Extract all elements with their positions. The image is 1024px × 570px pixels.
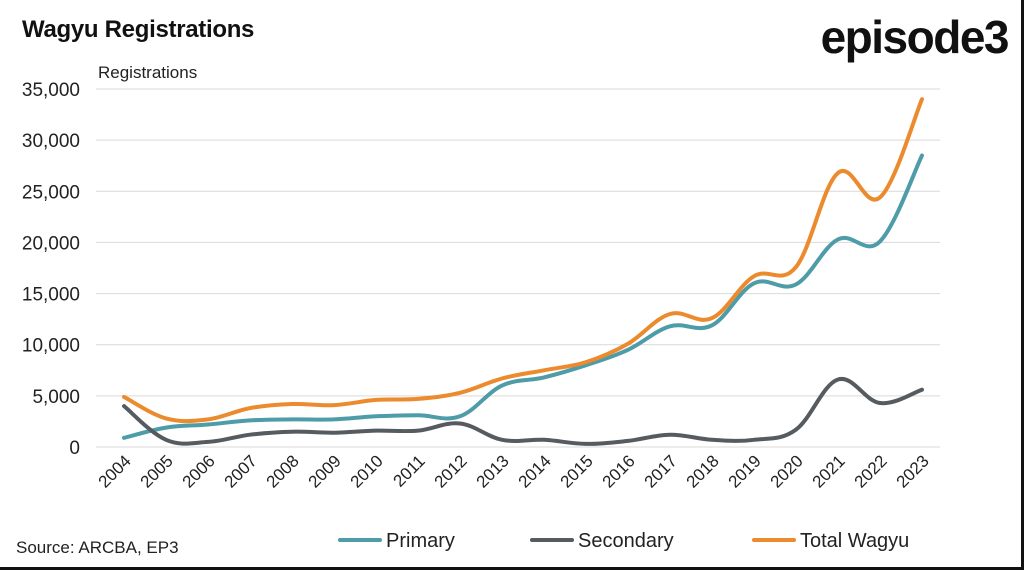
y-tick-label: 5,000 xyxy=(32,387,80,408)
series-line-secondary xyxy=(122,377,924,446)
x-tick-labels: 2004 2005 2006 2007 2008 2009 2010 2011 2012 2013… xyxy=(95,451,933,491)
y-tick-label: 20,000 xyxy=(22,233,80,254)
brand-logo: episode3 xyxy=(820,11,1010,63)
x-tick-label: 2006 xyxy=(179,451,219,491)
x-tick-label: 2011 xyxy=(390,451,429,490)
legend-label-primary: Primary xyxy=(386,530,455,552)
x-tick-label: 2014 xyxy=(515,451,555,491)
x-tick-label: 2016 xyxy=(599,451,639,491)
x-tick-label: 2012 xyxy=(431,451,471,491)
x-tick-label: 2017 xyxy=(641,451,681,491)
x-tick-label: 2005 xyxy=(137,451,177,491)
x-tick-label: 2019 xyxy=(725,451,765,491)
x-tick-label: 2004 xyxy=(95,451,135,491)
x-tick-label: 2020 xyxy=(767,451,807,491)
source-note: Source: ARCBA, EP3 xyxy=(16,538,179,557)
x-tick-label: 2009 xyxy=(305,451,345,491)
x-tick-label: 2008 xyxy=(263,451,303,491)
legend: Primary Secondary Total Wagyu xyxy=(338,530,909,552)
x-tick-label: 2015 xyxy=(557,451,597,491)
x-tick-label: 2022 xyxy=(851,451,891,491)
x-tick-label: 2021 xyxy=(809,451,849,491)
series-line-total-wagyu xyxy=(122,97,924,424)
y-tick-labels: 0 5,000 10,000 15,000 20,000 25,000 30,000 35,0… xyxy=(22,80,80,459)
legend-label-total-wagyu: Total Wagyu xyxy=(800,530,909,552)
y-tick-label: 35,000 xyxy=(22,80,80,101)
y-tick-label: 0 xyxy=(69,438,80,459)
x-tick-label: 2018 xyxy=(683,451,723,491)
x-tick-label: 2007 xyxy=(221,451,261,491)
x-tick-label: 2010 xyxy=(347,451,387,491)
y-axis-label: Registrations xyxy=(98,63,197,82)
legend-label-secondary: Secondary xyxy=(578,530,674,552)
x-tick-label: 2023 xyxy=(893,451,933,491)
y-tick-label: 10,000 xyxy=(22,336,80,357)
series-lines xyxy=(122,97,924,446)
x-tick-label: 2013 xyxy=(473,451,513,491)
chart-title: Wagyu Registrations xyxy=(22,16,255,43)
y-tick-label: 30,000 xyxy=(22,131,80,152)
y-tick-label: 15,000 xyxy=(22,285,80,306)
series-line-primary xyxy=(122,153,924,440)
y-tick-label: 25,000 xyxy=(22,182,80,203)
gridlines xyxy=(96,88,940,448)
